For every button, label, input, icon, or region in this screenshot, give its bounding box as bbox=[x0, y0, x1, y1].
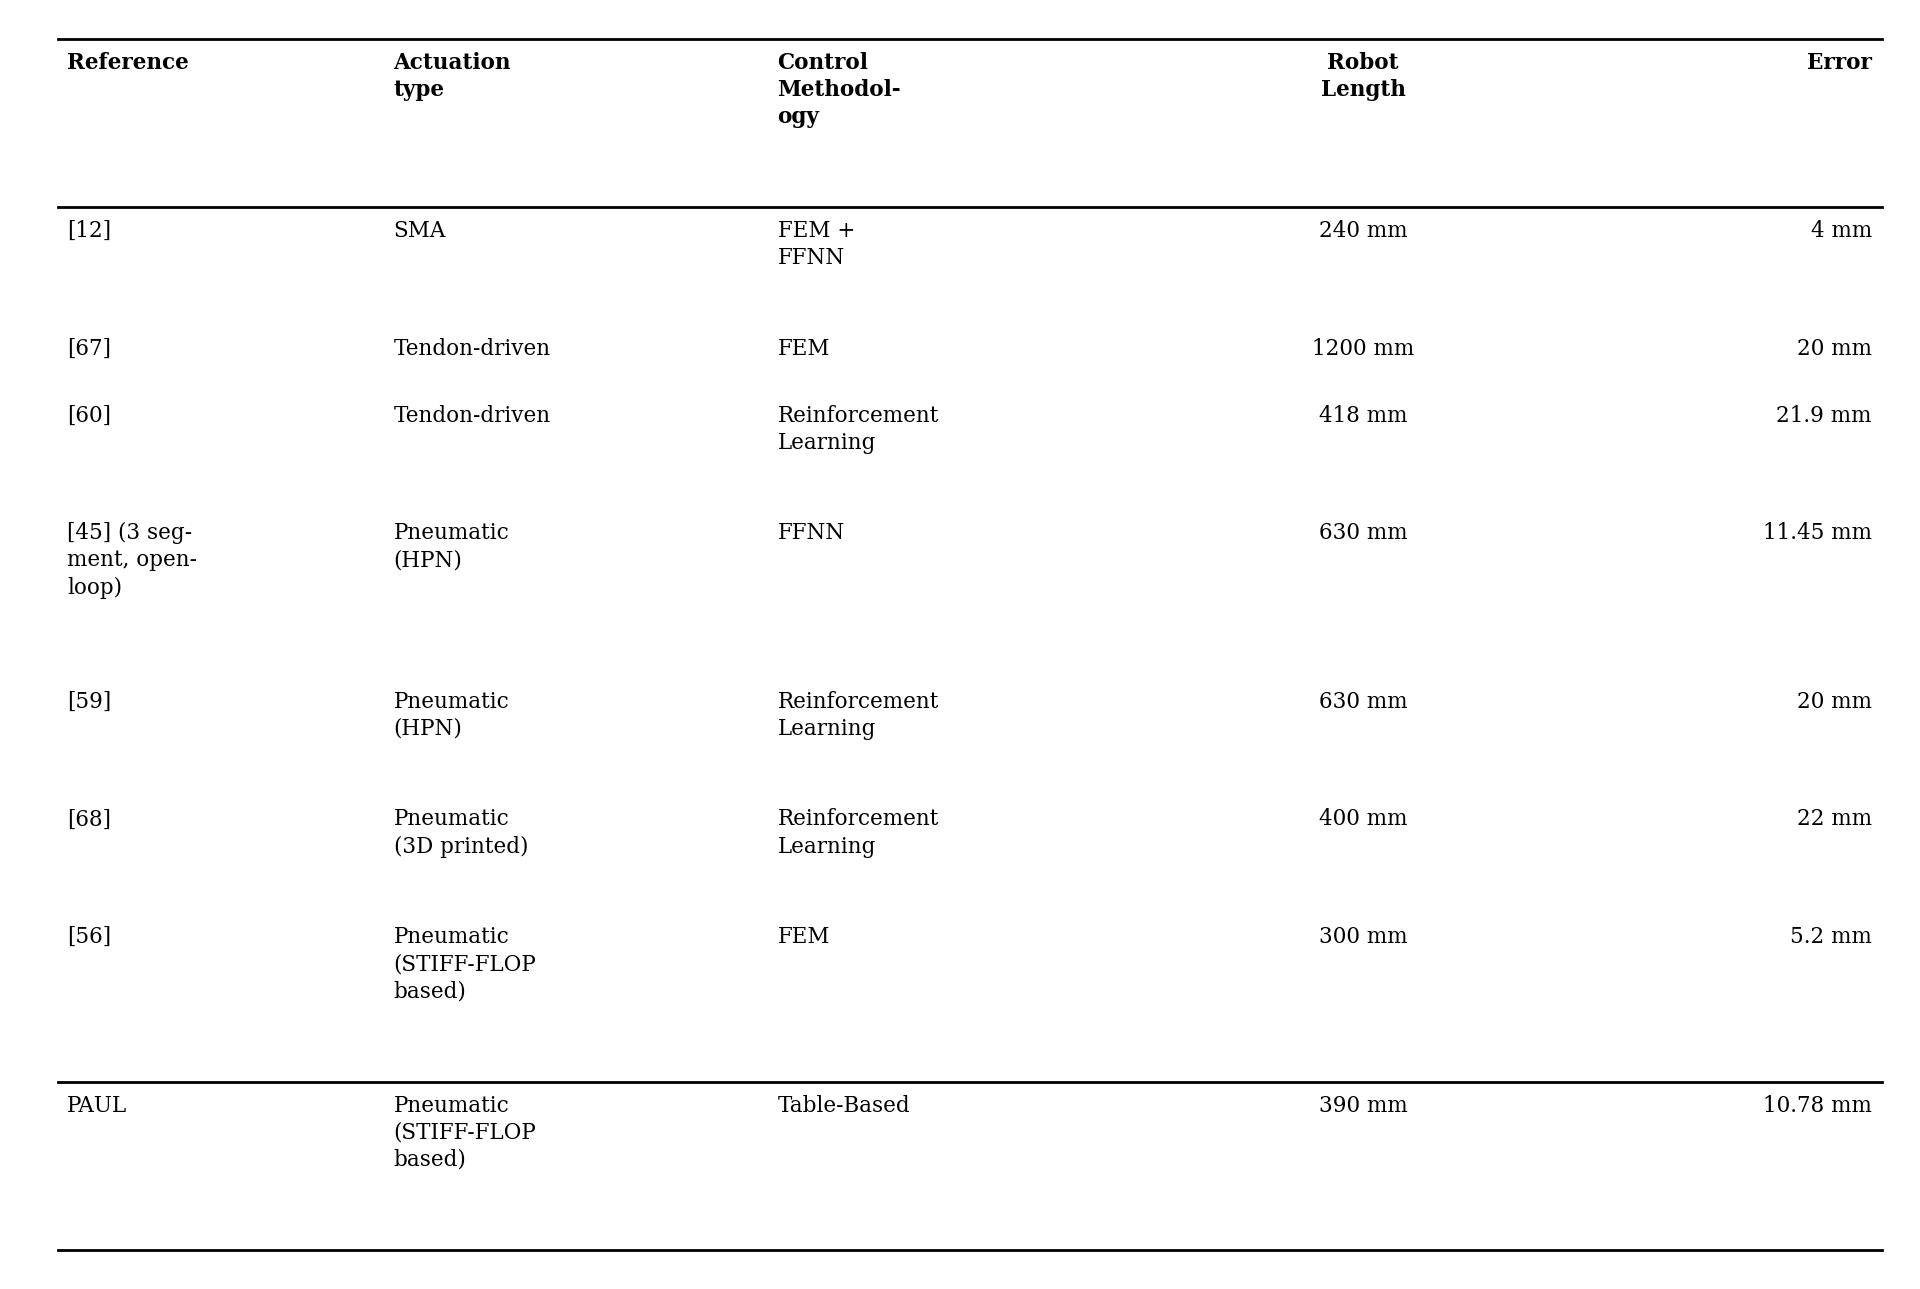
Text: [60]: [60] bbox=[67, 405, 111, 427]
Text: [56]: [56] bbox=[67, 926, 111, 949]
Text: FEM +
FFNN: FEM + FFNN bbox=[778, 220, 854, 269]
Text: 22 mm: 22 mm bbox=[1797, 808, 1872, 830]
Text: FFNN: FFNN bbox=[778, 522, 845, 544]
Text: 4 mm: 4 mm bbox=[1811, 220, 1872, 242]
Text: SMA: SMA bbox=[394, 220, 445, 242]
Text: Table-Based: Table-Based bbox=[778, 1094, 910, 1116]
Text: 400 mm: 400 mm bbox=[1319, 808, 1407, 830]
Text: 390 mm: 390 mm bbox=[1319, 1094, 1407, 1116]
Text: 11.45 mm: 11.45 mm bbox=[1763, 522, 1872, 544]
Text: Pneumatic
(HPN): Pneumatic (HPN) bbox=[394, 522, 509, 571]
Text: Tendon-driven: Tendon-driven bbox=[394, 338, 551, 360]
Text: Control
Methodol-
ogy: Control Methodol- ogy bbox=[778, 52, 900, 128]
Text: 630 mm: 630 mm bbox=[1319, 691, 1407, 713]
Text: Pneumatic
(STIFF-FLOP
based): Pneumatic (STIFF-FLOP based) bbox=[394, 926, 536, 1003]
Text: 300 mm: 300 mm bbox=[1319, 926, 1407, 949]
Text: Reinforcement
Learning: Reinforcement Learning bbox=[778, 405, 939, 454]
Text: 5.2 mm: 5.2 mm bbox=[1789, 926, 1872, 949]
Text: [59]: [59] bbox=[67, 691, 111, 713]
Text: 20 mm: 20 mm bbox=[1797, 338, 1872, 360]
Text: Pneumatic
(3D printed): Pneumatic (3D printed) bbox=[394, 808, 528, 857]
Text: Error: Error bbox=[1807, 52, 1872, 73]
Text: Reinforcement
Learning: Reinforcement Learning bbox=[778, 691, 939, 740]
Text: 418 mm: 418 mm bbox=[1319, 405, 1407, 427]
Text: 10.78 mm: 10.78 mm bbox=[1763, 1094, 1872, 1116]
Text: 630 mm: 630 mm bbox=[1319, 522, 1407, 544]
Text: Robot
Length: Robot Length bbox=[1321, 52, 1405, 101]
Text: 1200 mm: 1200 mm bbox=[1311, 338, 1415, 360]
Text: Pneumatic
(STIFF-FLOP
based): Pneumatic (STIFF-FLOP based) bbox=[394, 1094, 536, 1170]
Text: 21.9 mm: 21.9 mm bbox=[1776, 405, 1872, 427]
Text: [45] (3 seg-
ment, open-
loop): [45] (3 seg- ment, open- loop) bbox=[67, 522, 198, 598]
Text: [68]: [68] bbox=[67, 808, 111, 830]
Text: FEM: FEM bbox=[778, 338, 829, 360]
Text: FEM: FEM bbox=[778, 926, 829, 949]
Text: Pneumatic
(HPN): Pneumatic (HPN) bbox=[394, 691, 509, 740]
Text: Tendon-driven: Tendon-driven bbox=[394, 405, 551, 427]
Text: Actuation
type: Actuation type bbox=[394, 52, 511, 101]
Text: 20 mm: 20 mm bbox=[1797, 691, 1872, 713]
Text: PAUL: PAUL bbox=[67, 1094, 127, 1116]
Text: Reinforcement
Learning: Reinforcement Learning bbox=[778, 808, 939, 857]
Text: Reference: Reference bbox=[67, 52, 188, 73]
Text: [67]: [67] bbox=[67, 338, 111, 360]
Text: [12]: [12] bbox=[67, 220, 111, 242]
Text: 240 mm: 240 mm bbox=[1319, 220, 1407, 242]
